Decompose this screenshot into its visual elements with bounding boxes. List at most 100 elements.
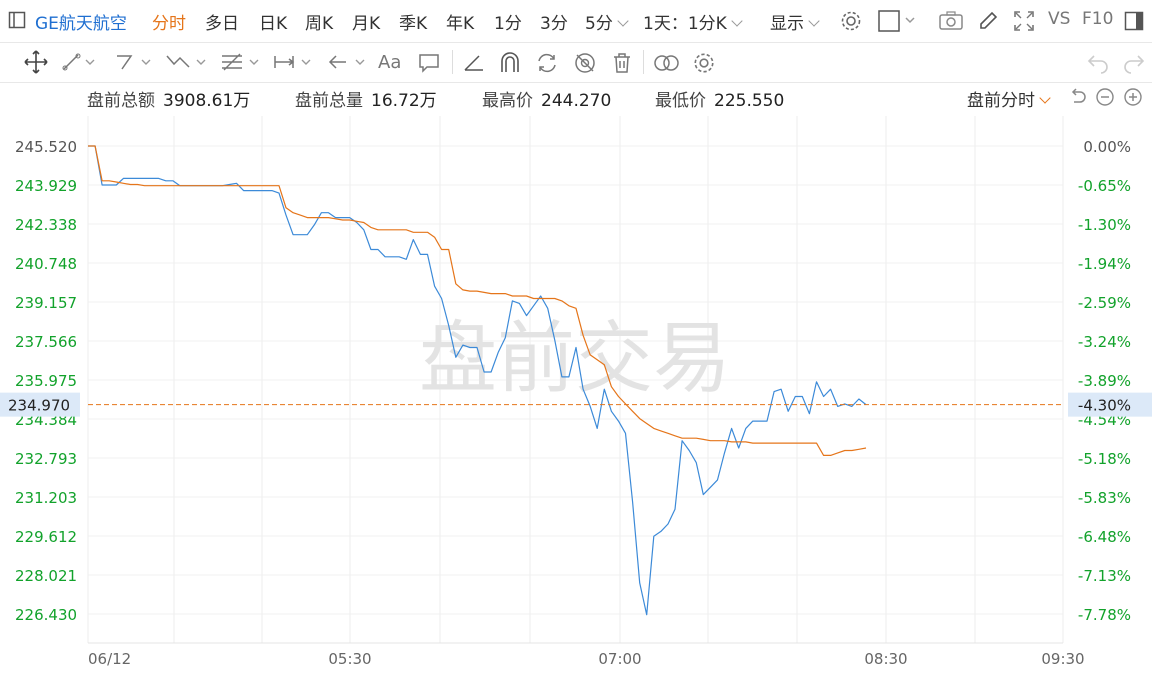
- y-left-tick-label: 234.384: [15, 411, 77, 429]
- magnet-icon[interactable]: [498, 51, 522, 79]
- reset-icon[interactable]: [1068, 87, 1088, 112]
- symbol-name[interactable]: GE航天航空: [35, 14, 127, 34]
- price-line: [88, 145, 867, 616]
- y-left-tick-label: 240.748: [15, 255, 77, 273]
- y-right-tick-label: -7.13%: [1078, 567, 1131, 585]
- hide-eye-icon[interactable]: [573, 51, 597, 79]
- current-price-label-bg: [0, 392, 80, 417]
- y-right-tick-label: -2.59%: [1078, 294, 1131, 312]
- x-axis: 06/12 05:30 07:00 08:30 09:30: [88, 650, 1085, 668]
- camera-icon[interactable]: [938, 11, 964, 35]
- y-left-tick-label: 235.975: [15, 372, 77, 390]
- stat-volume-value: 16.72万: [371, 91, 437, 111]
- display-menu[interactable]: 显示: [770, 9, 820, 34]
- y-left-tick-label: 245.520: [15, 138, 77, 156]
- interval-select[interactable]: 1天：1分K: [643, 9, 743, 34]
- stat-low-value: 225.550: [714, 91, 785, 111]
- compare-circles-icon[interactable]: [653, 52, 681, 78]
- zoom-out-icon[interactable]: [1095, 87, 1115, 112]
- y-right-tick-label: -1.30%: [1078, 216, 1131, 234]
- current-pct-label: -4.30%: [1078, 397, 1131, 415]
- y-left-tick-label: 226.430: [15, 606, 77, 624]
- y-left-tick-label: 232.793: [15, 450, 77, 468]
- angle-tool-icon[interactable]: [463, 52, 485, 78]
- tab-yearly-k[interactable]: 年K: [446, 14, 475, 34]
- y-right-tick-label: 0.00%: [1083, 138, 1131, 156]
- pencil-icon[interactable]: [977, 10, 999, 36]
- settings-gear-icon[interactable]: [840, 10, 862, 36]
- sidebar-toggle-icon[interactable]: [8, 11, 26, 33]
- panel-toggle-icon[interactable]: [1124, 11, 1144, 35]
- chevron-down-icon: [808, 15, 820, 27]
- tab-multi-day[interactable]: 多日: [205, 14, 239, 34]
- sync-icon[interactable]: [535, 51, 559, 79]
- y-right-tick-label: -4.54%: [1078, 411, 1131, 429]
- y-left-tick-label: 228.021: [15, 567, 77, 585]
- y-left-tick-label: 239.157: [15, 294, 77, 312]
- y-right-tick-label: -3.24%: [1078, 333, 1131, 351]
- chart-lines: [88, 145, 867, 616]
- y-right-tick-label: -5.83%: [1078, 489, 1131, 507]
- drawing-toolbar: Aa: [0, 42, 1152, 83]
- line-tool-icon[interactable]: [62, 52, 98, 76]
- undo-icon[interactable]: [1086, 52, 1110, 78]
- x-tick-label: 07:00: [598, 650, 641, 668]
- current-price-marker: 234.970 -4.30%: [0, 392, 1152, 417]
- wave-tool-icon[interactable]: [165, 52, 209, 76]
- checkbox-dropdown[interactable]: [878, 10, 918, 36]
- tab-intraday[interactable]: 分时: [152, 14, 186, 34]
- f10-button[interactable]: F10: [1082, 9, 1114, 29]
- tab-weekly-k[interactable]: 周K: [305, 14, 334, 34]
- zoom-in-icon[interactable]: [1123, 87, 1143, 112]
- fullscreen-icon[interactable]: [1013, 10, 1035, 36]
- y-axis-left: 245.520 243.929 242.338 240.748 239.157 237.5…: [15, 138, 77, 624]
- polyline-tool-icon[interactable]: [114, 52, 154, 76]
- comment-tool-icon[interactable]: [418, 52, 440, 78]
- average-price-line: [88, 145, 867, 456]
- y-left-tick-label: 229.612: [15, 528, 77, 546]
- y-right-tick-label: -3.89%: [1078, 372, 1131, 390]
- redo-icon[interactable]: [1122, 52, 1146, 78]
- toolbar-divider: [643, 50, 644, 74]
- stat-low-label: 最低价: [655, 91, 706, 111]
- x-tick-label: 08:30: [864, 650, 907, 668]
- y-left-tick-label: 237.566: [15, 333, 77, 351]
- y-right-tick-label: -0.65%: [1078, 177, 1131, 195]
- measure-tool-icon[interactable]: [272, 52, 316, 76]
- current-pct-label-bg: [1068, 392, 1152, 417]
- mode-label: 盘前分时: [967, 91, 1035, 111]
- current-price-label: 234.970: [8, 397, 70, 415]
- tab-quarterly-k[interactable]: 季K: [399, 14, 428, 34]
- display-label: 显示: [770, 14, 804, 34]
- period-toolbar: GE航天航空 分时 多日 日K 周K 月K 季K 年K 1分 3分 5分 1天：…: [0, 0, 1152, 43]
- tab-5min[interactable]: 5分: [585, 9, 629, 34]
- stat-amount: 盘前总额 3908.61万: [87, 86, 250, 111]
- vs-compare-button[interactable]: VS: [1048, 9, 1071, 29]
- y-left-tick-label: 243.929: [15, 177, 77, 195]
- y-right-tick-label: -1.94%: [1078, 255, 1131, 273]
- tab-3min[interactable]: 3分: [540, 14, 568, 34]
- trash-icon[interactable]: [611, 51, 633, 79]
- arrow-tool-icon[interactable]: [326, 52, 370, 76]
- premarket-stats: 盘前总额 3908.61万 盘前总量 16.72万 最高价 244.270 最低价 22…: [0, 86, 1152, 112]
- y-left-tick-label: 242.338: [15, 216, 77, 234]
- tab-monthly-k[interactable]: 月K: [352, 14, 381, 34]
- toolbar-divider: [452, 50, 453, 74]
- interval-label: 1天：1分K: [643, 14, 727, 34]
- tab-daily-k[interactable]: 日K: [259, 14, 288, 34]
- x-tick-label: 05:30: [328, 650, 371, 668]
- watermark-text: 盘前交易: [419, 314, 731, 404]
- draw-settings-gear-icon[interactable]: [692, 51, 716, 79]
- text-tool-icon[interactable]: Aa: [378, 52, 402, 73]
- mode-select[interactable]: 盘前分时: [967, 86, 1051, 111]
- move-crosshair-icon[interactable]: [24, 50, 48, 78]
- chart-grid: [87, 116, 1064, 644]
- stat-high: 最高价 244.270: [482, 86, 611, 111]
- y-axis-right: 0.00% -0.65% -1.30% -1.94% -2.59% -3.24% -3.89…: [1078, 138, 1131, 624]
- stat-volume-label: 盘前总量: [295, 91, 363, 111]
- fibonacci-tool-icon[interactable]: [220, 52, 264, 76]
- stat-high-label: 最高价: [482, 91, 533, 111]
- chevron-down-icon: [1039, 92, 1051, 104]
- tab-1min[interactable]: 1分: [494, 14, 522, 34]
- stat-amount-label: 盘前总额: [87, 91, 155, 111]
